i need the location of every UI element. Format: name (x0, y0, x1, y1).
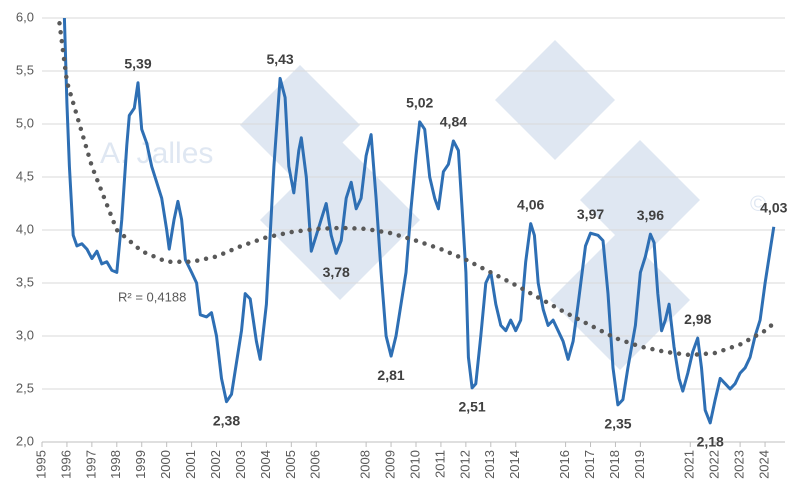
data-label: 5,43 (266, 51, 293, 67)
data-line (62, 17, 776, 425)
grid: 2,0 2,5 3,0 3,5 4,0 4,5 5,0 5,5 6,0 1995 1996 1997 1… (16, 9, 785, 479)
x-tick-label: 2023 (732, 450, 747, 479)
x-tick-label: 2013 (482, 450, 497, 479)
data-label: 2,38 (213, 412, 240, 428)
data-label: 2,35 (604, 416, 631, 432)
watermark-mark: © (750, 191, 766, 216)
x-tick-label: 2004 (258, 450, 273, 479)
y-tick-label: 2,5 (16, 380, 34, 395)
x-tick-label: 2012 (457, 450, 472, 479)
x-tick-label: 2014 (507, 450, 522, 479)
x-tick-label: 2019 (632, 450, 647, 479)
x-tick-label: 2009 (382, 450, 397, 479)
x-tick-label: 2017 (582, 450, 597, 479)
data-label: 3,96 (637, 207, 664, 223)
x-tick-label: 2003 (233, 450, 248, 479)
y-tick-label: 3,5 (16, 274, 34, 289)
x-tick-label: 2008 (358, 450, 373, 479)
data-label: 4,84 (440, 114, 467, 130)
x-tick-label: 1995 (33, 450, 48, 479)
y-tick-label: 3,0 (16, 327, 34, 342)
data-label: 2,98 (684, 311, 711, 327)
x-tick-label: 2016 (557, 450, 572, 479)
x-tick-label: 2005 (283, 450, 298, 479)
x-tick-label: 1999 (133, 450, 148, 479)
y-tick-label: 5,5 (16, 62, 34, 77)
y-tick-label: 5,0 (16, 115, 34, 130)
x-tick-label: 2018 (607, 450, 622, 479)
x-tick-label: 2001 (183, 450, 198, 479)
x-tick-label: 1996 (58, 450, 73, 479)
data-label: 5,39 (124, 55, 151, 71)
y-tick-label: 2,0 (16, 433, 34, 448)
y-tick-label: 4,0 (16, 221, 34, 236)
x-tick-label: 2010 (407, 450, 422, 479)
data-label: 3,78 (323, 264, 350, 280)
x-tick-label: 2024 (756, 450, 771, 479)
plot: 5,39 2,38 5,43 3,78 2,81 5,02 4,84 2,51 4,06 3,97… (57, 17, 788, 450)
x-tick-label: 1997 (83, 450, 98, 479)
trend-line (57, 21, 780, 358)
data-label: 2,18 (697, 434, 724, 450)
data-label: 4,06 (517, 196, 544, 212)
data-label: 2,81 (377, 367, 404, 383)
data-label: 3,97 (577, 206, 604, 222)
x-tick-label: 2011 (432, 450, 447, 478)
y-tick-label: 4,5 (16, 168, 34, 183)
x-tick-label: 2021 (682, 450, 697, 479)
r-squared: R² = 0,4188 (118, 289, 186, 304)
y-tick-label: 6,0 (16, 9, 34, 24)
watermark: A. Jalles (100, 137, 213, 170)
data-label: 2,51 (458, 399, 485, 415)
data-label: 4,03 (760, 200, 787, 216)
x-tick-label: 2006 (308, 450, 323, 479)
x-tick-label: 1998 (108, 450, 123, 479)
x-tick-label: 2002 (208, 450, 223, 479)
x-tick-label: 2000 (158, 450, 173, 479)
x-tick-label: 2022 (707, 450, 722, 479)
data-label: 5,02 (406, 95, 433, 111)
